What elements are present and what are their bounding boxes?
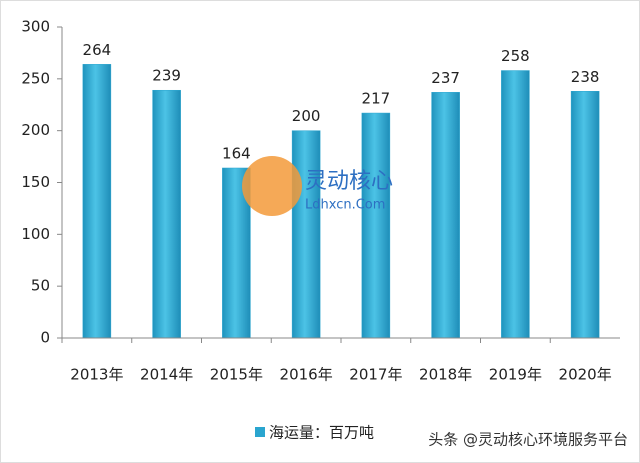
legend-label: 海运量：百万吨 [269,424,374,442]
x-tick-label: 2017年 [349,366,402,384]
value-label: 164 [222,144,251,162]
watermark-text: 灵动核心 [305,169,393,194]
value-label: 238 [571,68,600,86]
value-label: 217 [362,90,391,108]
watermark-logo [242,156,302,216]
x-tick-label: 2013年 [70,366,123,384]
legend-swatch [255,427,265,437]
bar [361,112,391,339]
y-tick-label: 300 [21,18,50,36]
value-label: 239 [152,67,181,85]
y-tick-label: 0 [40,329,50,347]
y-tick-label: 150 [21,173,50,191]
bar [152,89,181,339]
value-label: 264 [83,41,112,59]
y-tick-label: 100 [21,225,50,243]
x-tick-label: 2015年 [210,366,263,384]
value-label: 200 [292,107,321,125]
credit: 头条 @灵动核心环境服务平台 [428,431,628,449]
x-tick-label: 2019年 [489,366,542,384]
bar [291,130,321,339]
bar [570,91,600,339]
bar [431,92,460,339]
x-tick-label: 2020年 [559,366,612,384]
x-tick-label: 2014年 [140,366,193,384]
value-label: 258 [501,47,530,65]
bar [501,70,530,339]
bar [82,64,112,339]
y-tick-label: 250 [21,69,50,87]
value-label: 237 [431,69,460,87]
y-tick-label: 50 [31,277,50,295]
x-tick-label: 2016年 [280,366,333,384]
watermark-url: Ldhxcn.Com [305,198,385,213]
x-tick-label: 2018年 [419,366,472,384]
y-tick-label: 200 [21,121,50,139]
